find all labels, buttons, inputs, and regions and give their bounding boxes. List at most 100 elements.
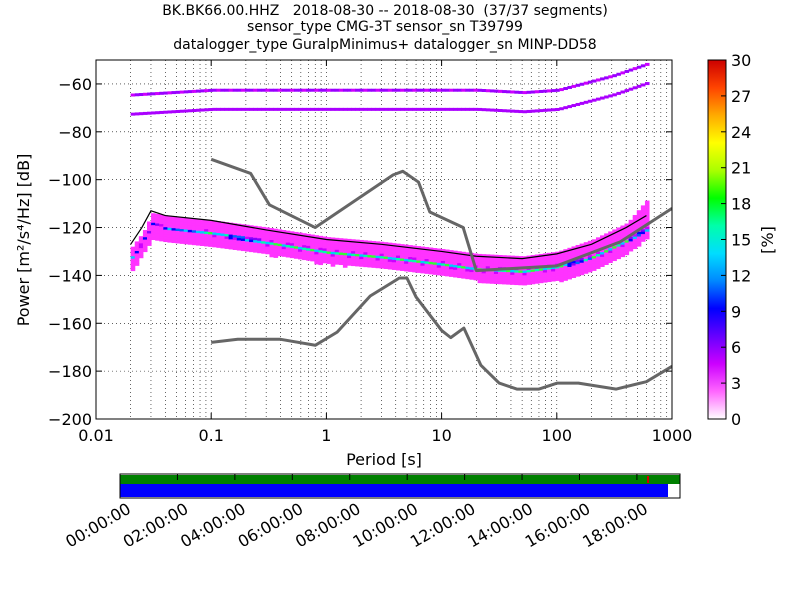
psd-upper-cell <box>391 88 397 92</box>
psd-cell <box>424 259 430 262</box>
psd-upper-cell <box>269 88 275 92</box>
psd-upper-cell <box>428 88 434 92</box>
psd-cell <box>620 232 626 236</box>
psd-cell <box>469 272 475 275</box>
psd-cell <box>624 242 630 246</box>
psd-cell <box>228 229 234 233</box>
psd-cell <box>522 256 528 260</box>
psd-cell <box>220 223 226 227</box>
psd-cell <box>277 250 283 254</box>
timeline-tick-label: 16:00:00 <box>522 499 594 551</box>
psd-upper-cell <box>404 107 409 111</box>
psd-upper-cell <box>326 107 332 111</box>
psd-cell <box>604 262 609 265</box>
psd-cell <box>285 254 291 258</box>
psd-cell <box>518 277 524 281</box>
psd-cell <box>195 242 201 246</box>
psd-cell <box>636 243 642 247</box>
psd-cell <box>269 235 275 239</box>
psd-cell <box>391 255 397 259</box>
psd-cell <box>253 235 258 239</box>
psd-cell <box>636 217 642 221</box>
psd-cell <box>387 259 393 263</box>
psd-cell <box>232 242 238 246</box>
psd-cell <box>587 262 593 266</box>
psd-upper-cell <box>595 78 601 82</box>
psd-cell <box>436 265 442 269</box>
psd-cell <box>620 254 626 258</box>
psd-cell <box>261 248 266 252</box>
psd-cell <box>591 256 597 259</box>
psd-cell <box>159 216 164 220</box>
psd-cell <box>379 263 385 267</box>
psd-cell <box>498 276 503 280</box>
psd-cell <box>416 246 421 249</box>
psd-upper-cell <box>134 112 140 116</box>
psd-upper-cell <box>493 108 499 112</box>
psd-cell <box>461 251 466 255</box>
psd-cell <box>387 247 393 251</box>
psd-cell <box>624 245 630 248</box>
psd-cell <box>391 243 397 247</box>
psd-cell <box>400 248 405 252</box>
psd-cell <box>628 236 634 240</box>
psd-cell <box>228 225 234 228</box>
psd-cell <box>449 269 454 273</box>
psd-cell <box>551 259 556 263</box>
psd-cell <box>583 266 589 270</box>
psd-upper-cell <box>220 107 226 111</box>
psd-upper-cell <box>420 107 426 111</box>
psd-upper-cell <box>293 88 299 92</box>
psd-cell <box>449 274 454 277</box>
psd-cell <box>171 232 177 236</box>
psd-cell <box>485 278 491 282</box>
psd-upper-cell <box>595 97 601 101</box>
psd-cell <box>579 265 585 269</box>
psd-cell <box>526 260 532 264</box>
psd-cell <box>167 220 172 224</box>
psd-cell <box>636 238 642 242</box>
psd-cell <box>628 227 634 230</box>
psd-upper-cell <box>571 84 577 88</box>
psd-cell <box>346 248 352 252</box>
psd-cell <box>555 273 560 277</box>
psd-upper-cell <box>261 107 266 111</box>
psd-upper-cell <box>355 88 360 92</box>
psd-upper-cell <box>404 88 409 92</box>
psd-upper-cell <box>469 88 475 92</box>
psd-cell <box>293 243 299 247</box>
chart-subtitle-sensor: sensor_type CMG-3T sensor_sn T39799 <box>247 19 523 35</box>
psd-cell <box>212 220 217 224</box>
psd-cell <box>371 243 377 247</box>
psd-cell <box>575 247 581 251</box>
psd-cell <box>191 235 197 238</box>
psd-cell <box>167 237 172 241</box>
psd-cell <box>379 256 385 259</box>
psd-cell <box>436 267 442 271</box>
psd-upper-cell <box>359 107 364 111</box>
psd-cell <box>395 260 401 264</box>
psd-mode-line <box>130 210 647 260</box>
psd-cell <box>269 254 275 258</box>
psd-cell <box>134 246 140 250</box>
psd-cell <box>408 247 413 251</box>
psd-cell <box>644 214 650 218</box>
psd-cell <box>257 245 262 249</box>
psd-cell <box>526 258 532 261</box>
psd-cell <box>624 247 630 251</box>
y-tick-label: −180 <box>48 362 92 381</box>
psd-cell <box>465 266 470 270</box>
psd-upper-cell <box>314 88 319 92</box>
psd-cell <box>620 230 626 234</box>
psd-cell <box>424 261 430 265</box>
psd-upper-cell <box>587 80 593 84</box>
psd-cell <box>432 264 438 268</box>
psd-cell <box>575 264 581 268</box>
psd-cell <box>257 250 262 254</box>
psd-cell <box>416 267 421 271</box>
psd-cell <box>342 243 348 247</box>
psd-cell <box>285 240 291 244</box>
psd-cell <box>359 259 364 263</box>
psd-cell <box>502 264 507 268</box>
psd-cell <box>485 263 491 267</box>
